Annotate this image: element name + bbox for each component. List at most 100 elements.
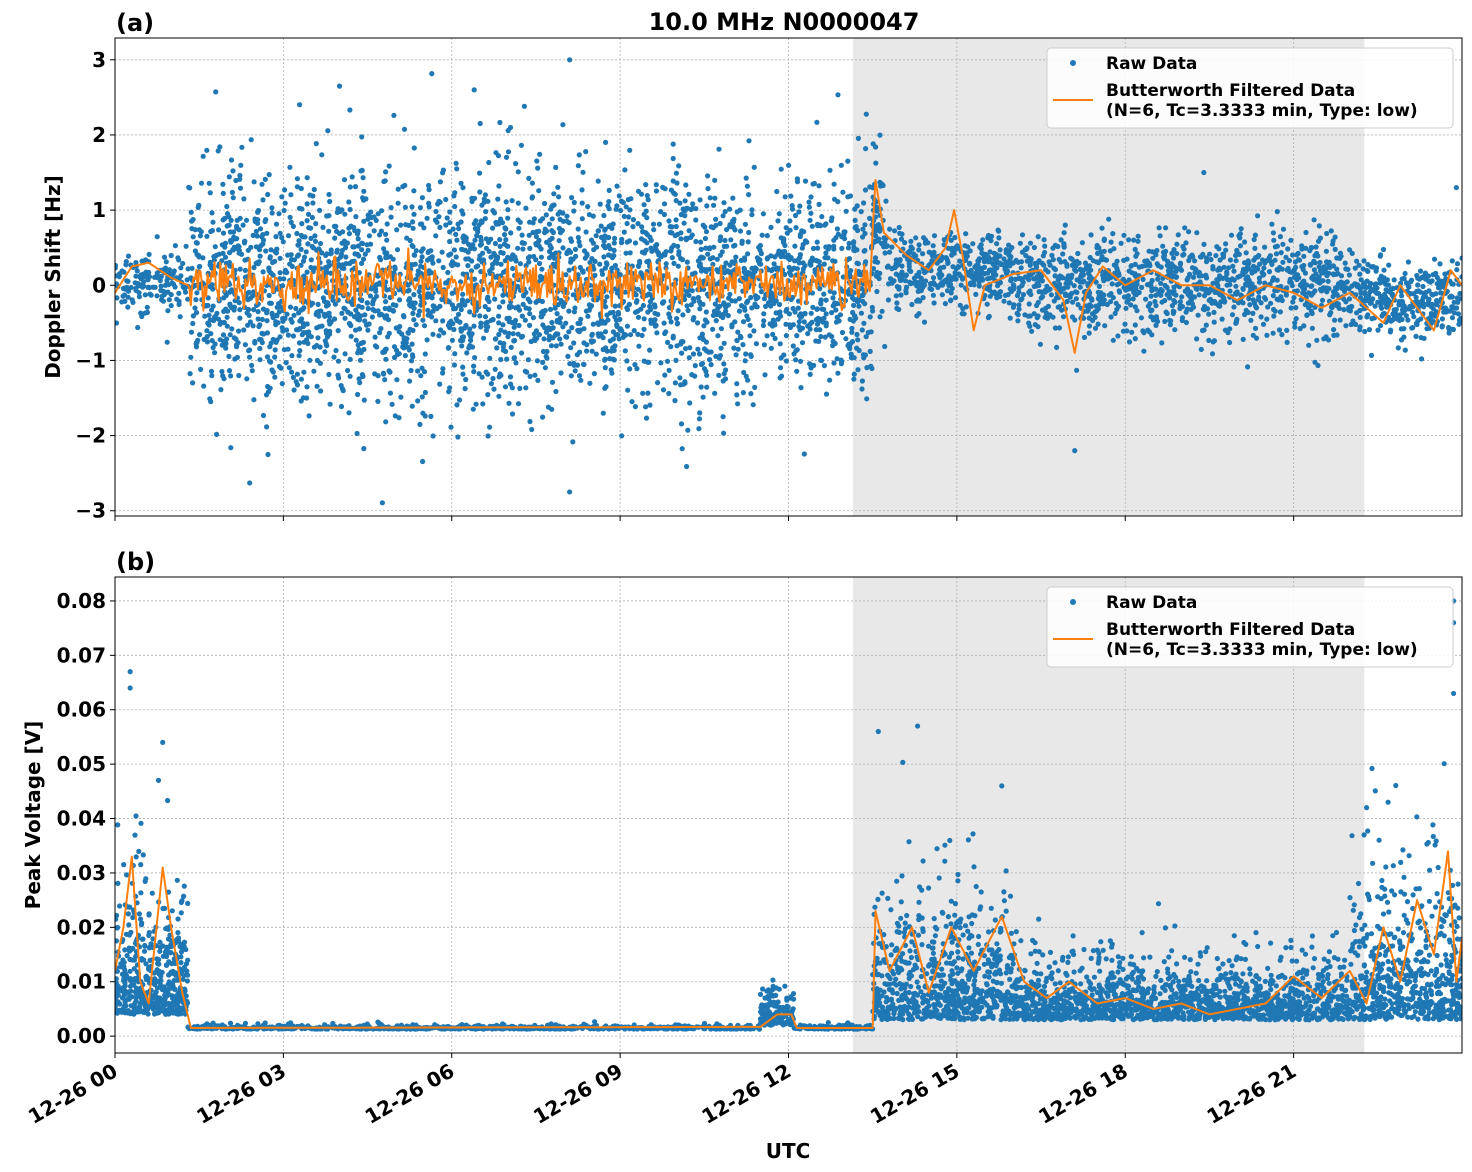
raw-point xyxy=(263,392,270,398)
raw-point xyxy=(348,333,354,339)
raw-point xyxy=(529,194,536,200)
raw-point xyxy=(1134,251,1140,257)
raw-point xyxy=(477,313,483,319)
raw-point xyxy=(165,308,171,314)
raw-point xyxy=(768,253,774,259)
raw-point xyxy=(1324,259,1330,265)
raw-point xyxy=(1116,272,1122,278)
raw-point xyxy=(755,294,761,301)
raw-point xyxy=(908,268,914,274)
raw-point xyxy=(190,234,196,240)
raw-point xyxy=(281,207,287,214)
raw-point xyxy=(1007,315,1013,321)
raw-point xyxy=(1291,295,1297,301)
raw-point xyxy=(229,189,235,195)
raw-point xyxy=(421,225,427,231)
raw-point xyxy=(639,271,645,277)
raw-point xyxy=(503,154,510,160)
raw-point xyxy=(859,386,865,392)
raw-point xyxy=(254,233,260,239)
raw-point xyxy=(678,255,684,262)
raw-point xyxy=(693,238,699,245)
raw-point xyxy=(1168,289,1174,295)
raw-point xyxy=(595,178,601,184)
raw-point xyxy=(355,391,361,398)
raw-point xyxy=(371,214,377,220)
raw-point xyxy=(1158,292,1164,298)
raw-point xyxy=(315,335,321,341)
raw-point xyxy=(650,221,657,227)
raw-point xyxy=(495,196,501,202)
raw-point xyxy=(1334,332,1340,338)
raw-point xyxy=(472,195,478,201)
raw-point xyxy=(858,310,865,316)
raw-point xyxy=(234,236,240,242)
raw-point xyxy=(478,320,484,326)
raw-point xyxy=(1233,283,1239,289)
raw-point xyxy=(211,257,217,263)
raw-point xyxy=(1268,300,1274,306)
raw-point xyxy=(1177,260,1184,266)
raw-point xyxy=(1341,307,1347,313)
raw-point xyxy=(527,418,533,425)
raw-point xyxy=(298,246,304,252)
raw-point xyxy=(290,374,296,380)
raw-point xyxy=(312,238,319,244)
raw-point xyxy=(1324,289,1330,295)
raw-point xyxy=(461,239,467,245)
raw-point xyxy=(374,344,380,350)
raw-point xyxy=(898,292,904,298)
raw-point xyxy=(429,254,435,260)
raw-point xyxy=(586,307,592,313)
raw-point xyxy=(792,212,799,219)
raw-point xyxy=(366,321,372,327)
raw-point xyxy=(1227,288,1233,294)
raw-point xyxy=(937,275,943,281)
raw-point xyxy=(1277,234,1283,240)
raw-point xyxy=(527,373,533,379)
raw-point xyxy=(685,307,691,314)
raw-point xyxy=(1280,226,1287,232)
raw-point xyxy=(1104,301,1110,308)
raw-point xyxy=(685,427,691,433)
raw-point xyxy=(778,235,784,241)
raw-point xyxy=(918,275,924,281)
raw-point xyxy=(1206,288,1212,294)
raw-point xyxy=(513,258,519,264)
raw-point xyxy=(237,315,243,321)
raw-point xyxy=(631,328,637,334)
raw-point xyxy=(384,250,390,256)
raw-point xyxy=(635,286,641,292)
raw-point xyxy=(1065,273,1071,279)
raw-point xyxy=(1082,260,1089,266)
raw-point xyxy=(702,235,709,242)
raw-point xyxy=(672,380,679,386)
raw-point xyxy=(726,295,732,301)
raw-point xyxy=(297,348,303,354)
raw-point xyxy=(745,239,751,245)
raw-point xyxy=(1398,289,1404,295)
raw-point xyxy=(1146,329,1152,335)
raw-point xyxy=(298,398,304,404)
raw-point xyxy=(1335,271,1341,277)
raw-point xyxy=(959,276,966,282)
raw-point xyxy=(1050,257,1056,263)
raw-point xyxy=(1180,252,1186,258)
raw-point xyxy=(511,355,517,361)
raw-point xyxy=(183,243,189,249)
raw-point xyxy=(963,250,970,256)
raw-point xyxy=(262,176,268,182)
raw-point xyxy=(415,312,421,318)
raw-point xyxy=(687,400,693,406)
raw-point xyxy=(1290,252,1296,258)
raw-point xyxy=(433,318,439,324)
raw-point xyxy=(1227,277,1233,283)
raw-point xyxy=(931,233,938,239)
raw-point xyxy=(491,210,498,216)
raw-point xyxy=(1079,240,1085,246)
raw-point xyxy=(272,354,278,360)
raw-point xyxy=(266,172,272,178)
raw-point xyxy=(616,193,622,199)
raw-point xyxy=(861,320,867,326)
raw-point xyxy=(299,221,305,227)
